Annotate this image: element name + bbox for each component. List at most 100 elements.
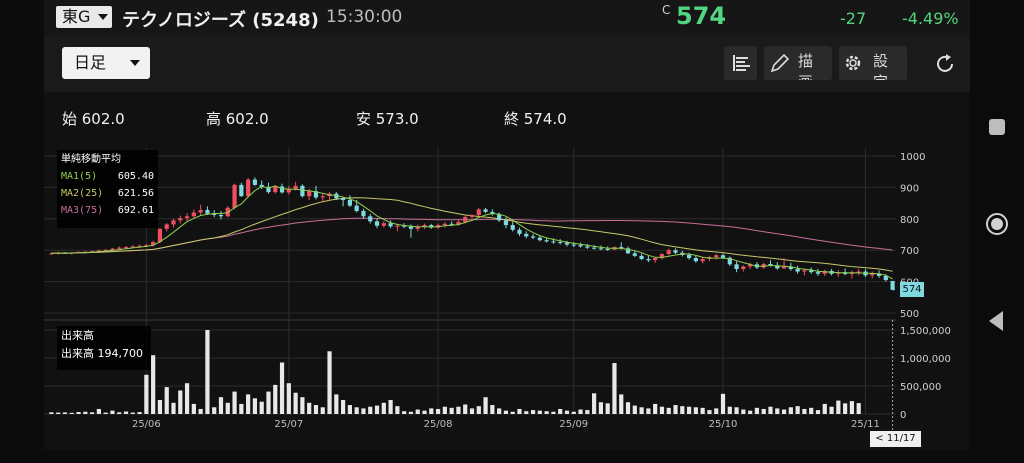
- candle-body: [266, 186, 271, 193]
- volume-bar: [720, 393, 726, 414]
- volume-bar: [653, 403, 658, 414]
- volume-bar: [232, 391, 237, 414]
- volume-bar: [571, 411, 576, 414]
- ma2-row: MA2(25) 621.56: [61, 185, 154, 202]
- volume-bar: [524, 411, 529, 414]
- candle-body: [870, 273, 875, 276]
- volume-bar: [435, 408, 441, 414]
- app-window: 東G テクノロジーズ (5248) 15:30:00 C 574 -27 -4.…: [44, 0, 970, 460]
- volume-bar: [123, 411, 129, 414]
- back-button[interactable]: [985, 309, 1009, 333]
- ma2-label: MA2(25): [61, 188, 104, 199]
- stock-chart[interactable]: 25/06 25/07 25/08 25/09 25/10 25/11 1000 900 800…: [44, 148, 970, 450]
- volume-bar: [279, 362, 285, 414]
- selected-date-tooltip[interactable]: < 11/17 >: [870, 431, 921, 460]
- candle-body: [469, 215, 475, 217]
- candle-body: [564, 242, 570, 245]
- volume-tick-label: 500,000: [900, 382, 941, 393]
- stock-header: 東G テクノロジーズ (5248) 15:30:00 C 574 -27 -4.…: [44, 0, 970, 36]
- period-select[interactable]: 日足: [62, 47, 150, 79]
- draw-label: 描画: [798, 52, 822, 80]
- home-button[interactable]: [985, 212, 1009, 236]
- volume-bar: [544, 411, 549, 414]
- volume-bar: [96, 408, 101, 414]
- candle-body: [849, 272, 855, 275]
- volume-bar: [463, 404, 468, 414]
- candle-body: [666, 250, 671, 254]
- volume-bar: [361, 408, 366, 414]
- volume-bar: [144, 374, 149, 414]
- volume-bar: [49, 412, 54, 414]
- volume-bar: [408, 411, 414, 414]
- volume-bar: [69, 412, 74, 414]
- candle-body: [252, 179, 258, 185]
- indicator-list-button[interactable]: [724, 46, 757, 80]
- candle-body: [876, 273, 882, 276]
- candle-body: [585, 246, 590, 248]
- volume-bar: [205, 330, 210, 414]
- volume-bar: [551, 411, 556, 414]
- square-icon: [989, 119, 1005, 135]
- candle-body: [605, 248, 610, 250]
- volume-bar: [151, 355, 156, 414]
- candle-body: [510, 225, 515, 230]
- volume-tick-label: 1,500,000: [900, 326, 951, 337]
- volume-bar: [402, 411, 407, 414]
- candle-body: [639, 255, 644, 259]
- volume-bar: [266, 391, 271, 414]
- draw-button[interactable]: 描画: [764, 46, 832, 80]
- volume-bar: [795, 406, 800, 414]
- candle-body: [768, 264, 773, 266]
- chevron-down-icon: [98, 14, 109, 20]
- candle-body: [117, 247, 122, 249]
- ma1-row: MA1(5) 605.40: [61, 168, 154, 185]
- volume-bar: [843, 403, 848, 414]
- volume-bar: [395, 406, 400, 414]
- volume-bar: [354, 407, 359, 414]
- settings-button[interactable]: 設定: [839, 46, 907, 80]
- close-value: 終 574.0: [504, 110, 567, 128]
- chevron-down-icon: [130, 60, 140, 66]
- candle-body: [524, 233, 529, 237]
- ma-legend-title: 単純移動平均: [61, 154, 121, 165]
- candle-body: [313, 191, 319, 198]
- volume-bar: [212, 407, 217, 414]
- volume-bar: [592, 393, 597, 414]
- candle-body: [259, 184, 264, 187]
- price-change-percent: -4.49%: [902, 9, 959, 28]
- recent-apps-button[interactable]: [985, 115, 1009, 139]
- price-tick-label: 700: [900, 246, 919, 257]
- candle-body: [354, 205, 359, 211]
- volume-label: 出来高: [61, 347, 94, 360]
- refresh-icon[interactable]: [934, 53, 956, 75]
- candle-body: [890, 280, 895, 290]
- candle-body: [537, 237, 542, 241]
- market-selector[interactable]: 東G: [56, 6, 113, 28]
- volume-bar: [598, 402, 603, 414]
- volume-bar: [239, 403, 244, 414]
- volume-bar: [714, 408, 719, 414]
- volume-bar: [300, 397, 305, 414]
- volume-bar: [836, 400, 841, 414]
- candle-body: [171, 220, 176, 225]
- volume-bar: [103, 412, 108, 414]
- chart-background: [44, 148, 970, 450]
- candle-body: [293, 185, 298, 189]
- candle-body: [503, 220, 509, 226]
- volume-bar: [510, 411, 515, 414]
- volume-tick-label: 1,000,000: [900, 354, 951, 365]
- x-tick-label: 25/08: [424, 419, 453, 430]
- candle-body: [130, 246, 135, 248]
- candle-body: [517, 229, 522, 234]
- candle-body: [659, 253, 665, 259]
- volume-bar: [368, 406, 373, 414]
- candle-body: [408, 226, 414, 229]
- volume-bar: [605, 403, 610, 414]
- x-tick-label: 25/10: [709, 419, 738, 430]
- candle-body: [191, 212, 196, 217]
- candle-body: [232, 184, 237, 208]
- candle-body: [571, 244, 576, 246]
- pencil-icon: [770, 53, 790, 73]
- volume-bar: [381, 402, 386, 414]
- x-tick-label: 25/11: [851, 419, 880, 430]
